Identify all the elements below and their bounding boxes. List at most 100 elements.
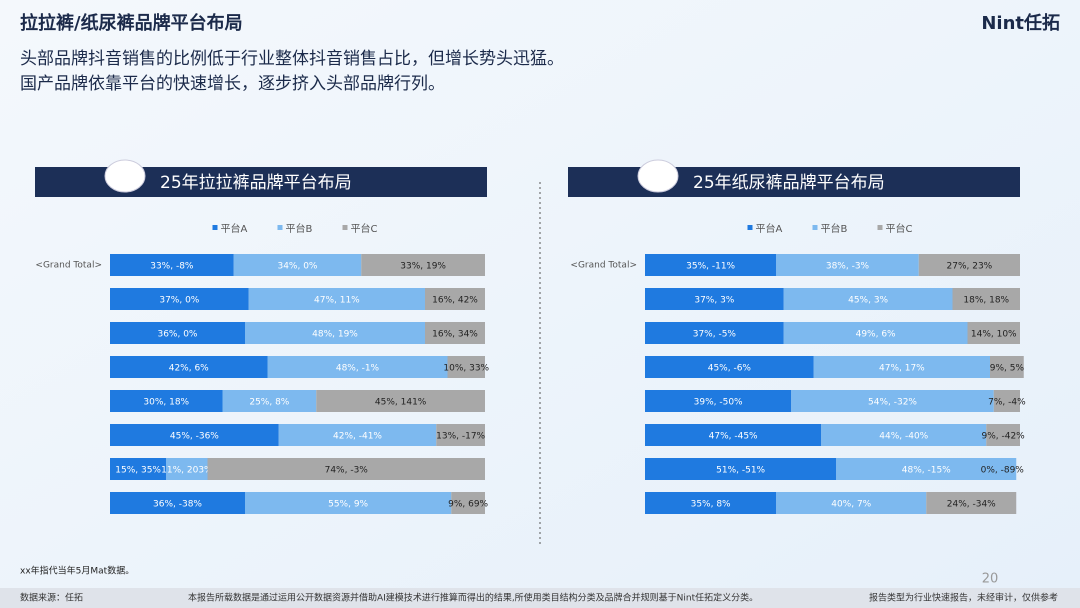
legend-swatch bbox=[212, 225, 218, 230]
data-label: 36%, -38% bbox=[153, 500, 202, 510]
data-label: 74%, -3% bbox=[325, 466, 369, 476]
chart-title: 25年纸尿裤品牌平台布局 bbox=[693, 173, 885, 193]
data-label: 18%, 18% bbox=[963, 296, 1009, 306]
data-label: 45%, 141% bbox=[375, 398, 427, 408]
chart-title: 25年拉拉裤品牌平台布局 bbox=[160, 173, 352, 193]
bar-segment bbox=[952, 288, 1020, 310]
bar-segment bbox=[645, 254, 777, 276]
bar-segment bbox=[222, 390, 317, 412]
disclaimer: 本报告所载数据是通过运用公开数据资源并借助AI建模技术进行推算而得出的结果,所使… bbox=[188, 592, 758, 604]
bar-segment bbox=[645, 356, 814, 378]
bar-segment bbox=[783, 322, 968, 344]
bar-segment bbox=[233, 254, 362, 276]
bar-segment bbox=[436, 424, 485, 446]
data-label: 35%, 8% bbox=[691, 500, 731, 510]
data-label: 34%, 0% bbox=[277, 262, 317, 272]
bar-segment bbox=[316, 390, 485, 412]
subtitle: 头部品牌抖音销售的比例低于行业整体抖音销售占比，但增长势头迅猛。 bbox=[20, 49, 564, 69]
data-label: 55%, 9% bbox=[328, 500, 368, 510]
data-label: 39%, -50% bbox=[694, 398, 743, 408]
legend-swatch bbox=[747, 225, 753, 230]
data-label: 33%, -8% bbox=[150, 262, 194, 272]
legend-swatch bbox=[342, 225, 348, 230]
data-label: 45%, -36% bbox=[170, 432, 219, 442]
bar-segment bbox=[425, 288, 485, 310]
data-label: 37%, -5% bbox=[693, 330, 737, 340]
bar-segment bbox=[166, 458, 208, 480]
bar-segment bbox=[986, 424, 1020, 446]
data-label: 42%, -41% bbox=[333, 432, 382, 442]
logo: Nint任拓 bbox=[981, 12, 1060, 34]
bar-segment bbox=[645, 390, 792, 412]
legend-swatch bbox=[277, 225, 283, 230]
bar-segment bbox=[821, 424, 987, 446]
data-label: 9%, -42% bbox=[981, 432, 1025, 442]
bar-segment bbox=[645, 322, 784, 344]
bar-segment bbox=[836, 458, 1017, 480]
data-label: 38%, -3% bbox=[826, 262, 870, 272]
bar-segment bbox=[451, 492, 485, 514]
bar-segment bbox=[791, 390, 994, 412]
legend-label: 平台C bbox=[886, 222, 913, 235]
data-label: 9%, 5% bbox=[990, 364, 1025, 374]
bar-segment bbox=[645, 458, 837, 480]
bar-segment bbox=[361, 254, 485, 276]
product-icon bbox=[104, 159, 146, 193]
data-label: 35%, -11% bbox=[686, 262, 735, 272]
data-label: 48%, -15% bbox=[902, 466, 951, 476]
data-label: 44%, -40% bbox=[879, 432, 928, 442]
bar-segment bbox=[110, 458, 167, 480]
bar-segment bbox=[267, 356, 448, 378]
bar-segment bbox=[425, 322, 485, 344]
bar-segment bbox=[110, 254, 234, 276]
data-label: 16%, 34% bbox=[432, 330, 478, 340]
data-label: 30%, 18% bbox=[143, 398, 189, 408]
slide-title: 拉拉裤/纸尿裤品牌平台布局 bbox=[20, 12, 243, 34]
data-label: 45%, -6% bbox=[708, 364, 752, 374]
bar-segment bbox=[776, 254, 919, 276]
bar-segment bbox=[447, 356, 485, 378]
bar-segment bbox=[207, 458, 485, 480]
data-label: 40%, 7% bbox=[831, 500, 871, 510]
data-label: 16%, 42% bbox=[432, 296, 478, 306]
bar-segment bbox=[645, 492, 777, 514]
footer-bar bbox=[0, 588, 1080, 608]
data-label: 15%, 35% bbox=[115, 466, 161, 476]
data-label: 33%, 19% bbox=[400, 262, 446, 272]
legend-label: 平台A bbox=[221, 222, 248, 235]
data-label: 36%, 0% bbox=[157, 330, 197, 340]
bar-segment bbox=[110, 492, 245, 514]
bar-segment bbox=[926, 492, 1017, 514]
legend-label: 平台B bbox=[821, 222, 848, 235]
data-label: 48%, -1% bbox=[336, 364, 380, 374]
report-type: 报告类型为行业快速报告，未经审计，仅供参考 bbox=[869, 592, 1058, 604]
legend-label: 平台A bbox=[756, 222, 783, 235]
bar-segment bbox=[278, 424, 437, 446]
data-label: 0%, -89% bbox=[981, 466, 1025, 476]
category-label: <Grand Total> bbox=[35, 261, 102, 271]
data-label: 25%, 8% bbox=[249, 398, 289, 408]
data-label: 37%, 0% bbox=[159, 296, 199, 306]
category-label: <Grand Total> bbox=[570, 261, 637, 271]
legend-label: 平台B bbox=[286, 222, 313, 235]
data-label: 51%, -51% bbox=[716, 466, 765, 476]
bar-segment bbox=[967, 322, 1020, 344]
bar-segment bbox=[645, 424, 822, 446]
data-label: 10%, 33% bbox=[443, 364, 489, 374]
bar-segment bbox=[813, 356, 990, 378]
footer-note: xx年指代当年5月Mat数据。 bbox=[20, 565, 134, 577]
data-label: 11%, 203% bbox=[161, 466, 213, 476]
data-label: 37%, 3% bbox=[694, 296, 734, 306]
data-label: 13%, -17% bbox=[436, 432, 485, 442]
bar-segment bbox=[110, 288, 249, 310]
bar-segment bbox=[245, 322, 425, 344]
data-label: 47%, 17% bbox=[879, 364, 925, 374]
bar-segment bbox=[110, 356, 268, 378]
legend-swatch bbox=[877, 225, 883, 230]
bar-segment bbox=[110, 322, 245, 344]
data-label: 49%, 6% bbox=[856, 330, 896, 340]
data-label: 47%, 11% bbox=[314, 296, 360, 306]
data-label: 9%, 69% bbox=[448, 500, 488, 510]
bar-segment bbox=[990, 356, 1024, 378]
